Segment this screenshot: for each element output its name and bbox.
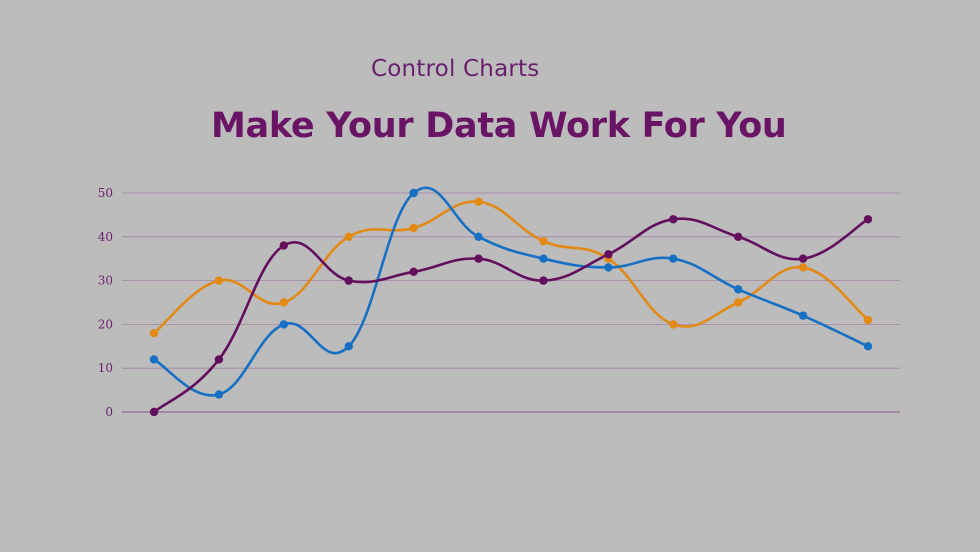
data-point	[279, 241, 289, 250]
data-point	[798, 263, 808, 272]
y-tick-label: 40	[98, 230, 113, 244]
data-point	[149, 355, 159, 364]
data-point	[409, 223, 418, 233]
data-point	[214, 390, 224, 399]
data-point	[733, 285, 743, 294]
data-point	[604, 250, 613, 259]
series-line-3	[152, 217, 870, 414]
y-tick-label: 30	[98, 274, 113, 288]
data-point	[344, 232, 353, 241]
y-tick-label: 50	[98, 186, 113, 200]
data-point	[149, 407, 159, 417]
series-points	[149, 188, 873, 417]
chart-title: Make Your Data Work For You	[211, 106, 787, 146]
data-point	[863, 315, 873, 325]
y-tick-label: 20	[98, 317, 113, 331]
series-line-1	[152, 200, 870, 335]
data-point	[798, 311, 808, 320]
data-point	[733, 298, 743, 307]
data-point	[539, 254, 548, 263]
data-point	[214, 355, 224, 364]
data-point	[863, 215, 873, 224]
data-point	[539, 236, 548, 246]
data-point	[733, 232, 743, 241]
data-point	[409, 188, 418, 198]
data-point	[669, 320, 678, 329]
series-lines	[152, 186, 870, 414]
data-point	[344, 276, 353, 285]
data-point	[474, 254, 483, 263]
data-point	[344, 342, 353, 351]
data-point	[149, 328, 159, 338]
y-axis-tick-labels: 0 10 20 30 40 50	[98, 186, 113, 419]
data-point	[409, 267, 418, 277]
y-tick-label: 10	[98, 361, 113, 375]
data-point	[669, 215, 678, 224]
data-point	[214, 276, 224, 285]
data-point	[669, 254, 678, 263]
data-point	[604, 263, 613, 272]
y-tick-label: 0	[105, 405, 113, 419]
data-point	[863, 342, 873, 351]
data-point	[798, 254, 808, 263]
data-point	[279, 298, 289, 307]
data-point	[474, 197, 483, 206]
data-point	[279, 320, 289, 329]
data-point	[539, 276, 548, 285]
data-point	[474, 232, 483, 241]
chart-subtitle: Control Charts	[371, 56, 540, 82]
